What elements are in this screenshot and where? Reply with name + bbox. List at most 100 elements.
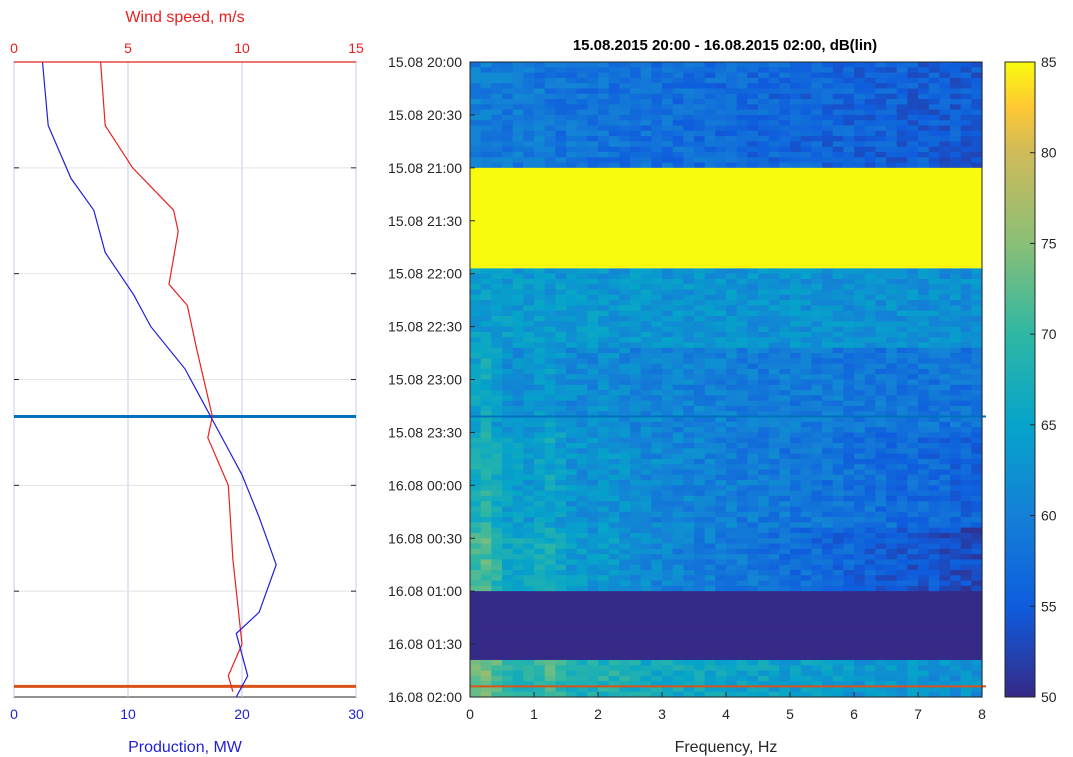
- heatmap-cell: [587, 93, 599, 100]
- heatmap-cell: [758, 300, 770, 307]
- heatmap-cell: [864, 305, 876, 312]
- heatmap-cell: [683, 294, 695, 301]
- heatmap-cell: [822, 300, 834, 307]
- heatmap-cell: [619, 384, 631, 391]
- heatmap-cell: [534, 263, 546, 269]
- heatmap-cell: [843, 215, 855, 222]
- heatmap-cell: [544, 241, 556, 248]
- heatmap-cell: [779, 231, 791, 238]
- heatmap-cell: [576, 125, 588, 132]
- heatmap-cell: [651, 421, 663, 428]
- heatmap-cell: [960, 432, 972, 439]
- heatmap-cell: [768, 390, 780, 396]
- heatmap-cell: [715, 421, 727, 428]
- heatmap-cell: [907, 469, 919, 476]
- heatmap-cell: [896, 358, 908, 365]
- heatmap-cell: [640, 189, 652, 195]
- heatmap-cell: [832, 342, 844, 349]
- heatmap-cell: [704, 104, 716, 111]
- heatmap-cell: [480, 310, 492, 317]
- heatmap-cell: [736, 83, 748, 90]
- heatmap-cell: [790, 554, 802, 561]
- heatmap-cell: [587, 506, 599, 513]
- heatmap-cell: [971, 469, 983, 476]
- heatmap-cell: [822, 136, 834, 142]
- heatmap-cell: [811, 538, 823, 545]
- heatmap-cell: [576, 353, 588, 359]
- heatmap-cell: [555, 480, 567, 486]
- heatmap-cell: [587, 316, 599, 322]
- heatmap-cell: [928, 93, 940, 100]
- heatmap-cell: [662, 278, 674, 285]
- heatmap-cell: [704, 411, 716, 418]
- heatmap-cell: [790, 506, 802, 513]
- heatmap-cell: [907, 162, 919, 169]
- heatmap-cell: [928, 405, 940, 412]
- heatmap-cell: [960, 220, 972, 227]
- heatmap-cell: [907, 522, 919, 529]
- heatmap-cell: [939, 273, 951, 280]
- heatmap-cell: [534, 448, 546, 455]
- heatmap-cell: [726, 104, 738, 111]
- heatmap-cell: [960, 178, 972, 185]
- heatmap-cell: [768, 289, 780, 296]
- heatmap-cell: [640, 93, 652, 100]
- heatmap-cell: [907, 432, 919, 439]
- heatmap-cell: [715, 173, 727, 180]
- heatmap-cell: [630, 485, 642, 492]
- heatmap-cell: [907, 125, 919, 132]
- heatmap-cell: [918, 136, 930, 142]
- heatmap-cell: [608, 194, 620, 201]
- heatmap-cell: [907, 575, 919, 582]
- heatmap-cell: [822, 517, 834, 523]
- heatmap-cell: [843, 411, 855, 418]
- heatmap-cell: [534, 284, 546, 291]
- heatmap-cell: [534, 189, 546, 195]
- heatmap-cell: [694, 342, 706, 349]
- heatmap-cell: [555, 421, 567, 428]
- heatmap-cell: [843, 453, 855, 460]
- heatmap-cell: [502, 575, 514, 582]
- heatmap-cell: [651, 368, 663, 375]
- heatmap-cell: [544, 130, 556, 137]
- heatmap-cell: [598, 448, 610, 455]
- heatmap-cell: [576, 374, 588, 381]
- heatmap-cell: [598, 453, 610, 460]
- heatmap-cell: [502, 77, 514, 84]
- heatmap-cell: [726, 83, 738, 90]
- heatmap-cell: [811, 136, 823, 142]
- heatmap-cell: [534, 173, 546, 180]
- heatmap-cell: [683, 511, 695, 518]
- heatmap-cell: [566, 363, 578, 370]
- heatmap-cell: [768, 215, 780, 222]
- heatmap-cell: [662, 194, 674, 201]
- heatmap-cell: [608, 543, 620, 550]
- heatmap-cell: [491, 62, 503, 68]
- heatmap-cell: [726, 384, 738, 391]
- heatmap-cell: [928, 453, 940, 460]
- heatmap-cell: [790, 130, 802, 137]
- heatmap-cell: [715, 390, 727, 396]
- heatmap-cell: [875, 358, 887, 365]
- heatmap-cell: [566, 416, 578, 423]
- heatmap-cell: [843, 268, 855, 275]
- heatmap-cell: [832, 411, 844, 418]
- heatmap-cell: [800, 83, 812, 90]
- heatmap-cell: [779, 358, 791, 365]
- heatmap-cell: [619, 173, 631, 180]
- heatmap-cell: [512, 601, 524, 608]
- heatmap-cell: [715, 199, 727, 206]
- heatmap-cell: [566, 294, 578, 301]
- heatmap-cell: [534, 384, 546, 391]
- heatmap-cell: [726, 548, 738, 555]
- heatmap-cell: [672, 517, 684, 523]
- heatmap-cell: [768, 575, 780, 582]
- heatmap-cell: [800, 88, 812, 95]
- heatmap-cell: [523, 62, 535, 68]
- heatmap-cell: [512, 316, 524, 322]
- heatmap-cell: [587, 231, 599, 238]
- heatmap-cell: [822, 215, 834, 222]
- heatmap-cell: [790, 310, 802, 317]
- heatmap-cell: [470, 374, 482, 381]
- heatmap-cell: [566, 252, 578, 259]
